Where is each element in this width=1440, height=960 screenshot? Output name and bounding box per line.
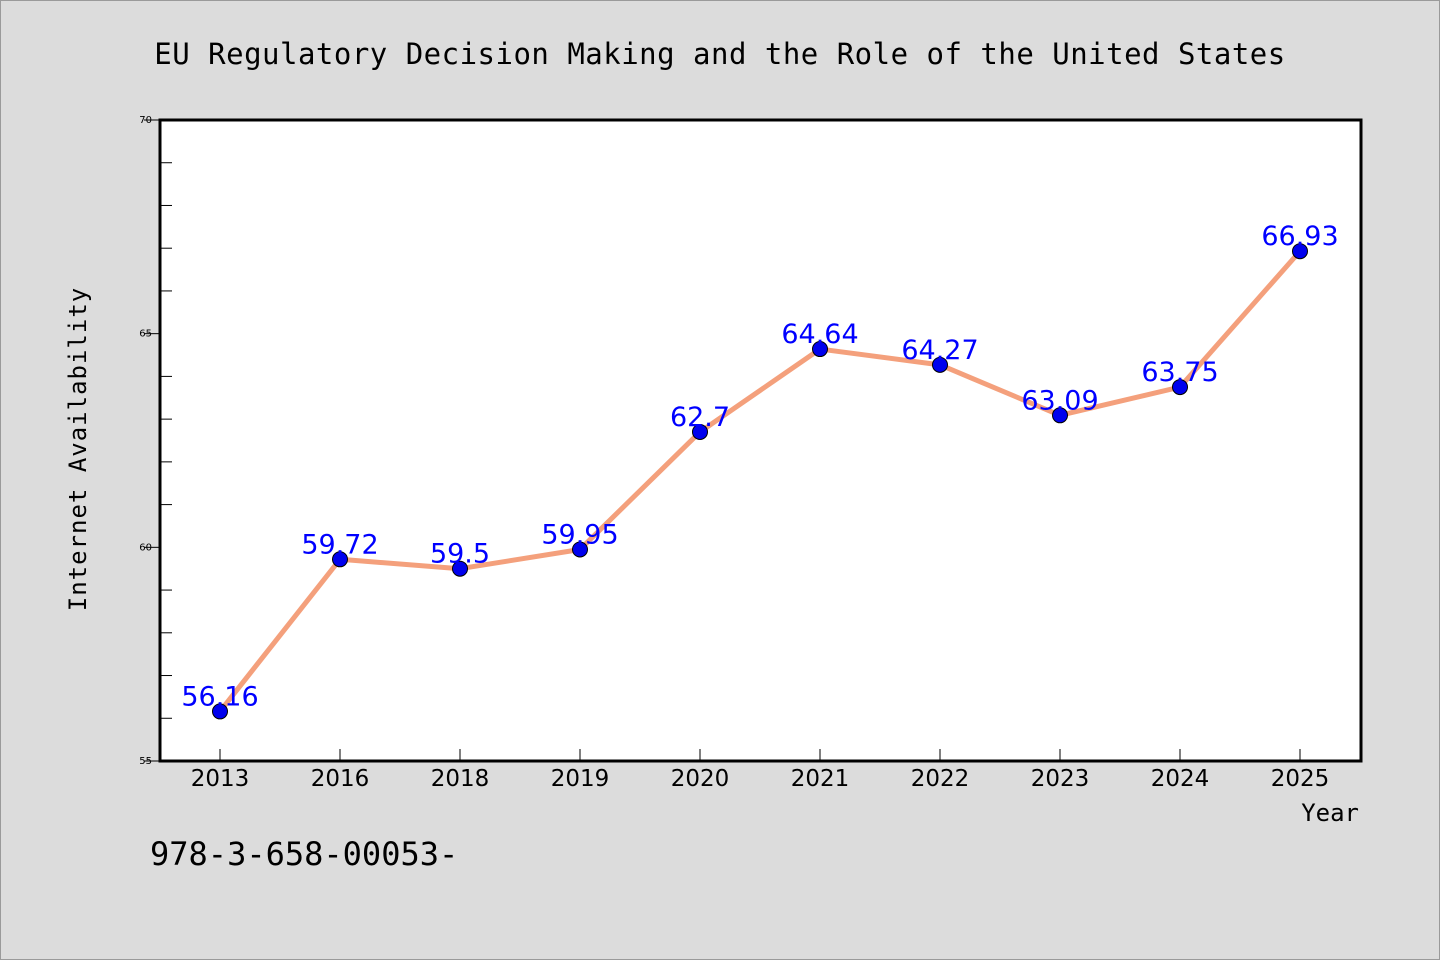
chart-title: EU Regulatory Decision Making and the Ro…	[154, 37, 1285, 71]
data-label: 64.27	[901, 335, 978, 366]
data-label: 64.64	[781, 319, 858, 350]
data-point	[212, 703, 228, 720]
x-axis-label: Year	[1301, 799, 1359, 827]
plot-area	[158, 118, 1363, 763]
data-point	[1052, 407, 1068, 424]
x-tick-label: 2023	[1031, 766, 1090, 792]
x-tick-label: 2025	[1271, 766, 1330, 792]
data-label: 63.09	[1021, 385, 1098, 416]
y-axis: 55 60 65 70	[139, 115, 172, 767]
x-tick-label: 2019	[551, 766, 610, 792]
data-point	[932, 356, 948, 373]
x-tick-label: 2021	[791, 766, 850, 792]
x-tick-label: 2018	[431, 766, 490, 792]
x-tick-label: 2013	[191, 766, 250, 792]
footer-code: 978-3-658-00053-	[150, 835, 458, 873]
series-line	[217, 248, 1303, 714]
data-label: 66.93	[1261, 221, 1338, 252]
y-tick-label: 65	[139, 329, 152, 340]
data-label: 59.95	[541, 519, 618, 550]
y-tick-label: 55	[139, 756, 152, 767]
series-layer: 56.16 59.72 59.5 59.95 62.7 64.64 64.27 63.09 63…	[181, 221, 1339, 720]
data-label: 62.7	[670, 402, 730, 433]
data-label: 59.5	[430, 539, 490, 570]
data-label: 59.72	[301, 529, 378, 560]
data-point	[572, 541, 588, 558]
y-tick-label: 60	[139, 542, 152, 553]
y-tick-label: 70	[139, 115, 152, 126]
x-tick-label: 2020	[671, 766, 730, 792]
data-point	[692, 423, 708, 440]
x-tick-label: 2022	[911, 766, 970, 792]
data-label: 56.16	[181, 681, 258, 712]
x-tick-label: 2024	[1151, 766, 1210, 792]
x-tick-label: 2016	[311, 766, 370, 792]
data-point	[1292, 243, 1308, 260]
data-point	[812, 341, 828, 358]
data-point	[1172, 379, 1188, 396]
data-point	[452, 560, 468, 577]
data-point	[332, 551, 348, 568]
data-label: 63.75	[1141, 357, 1218, 388]
x-axis: 2013 2016 2018 2019 2020 2021 2022 2023 2024 2025	[191, 749, 1330, 792]
y-axis-label: Internet Availability	[64, 287, 92, 611]
